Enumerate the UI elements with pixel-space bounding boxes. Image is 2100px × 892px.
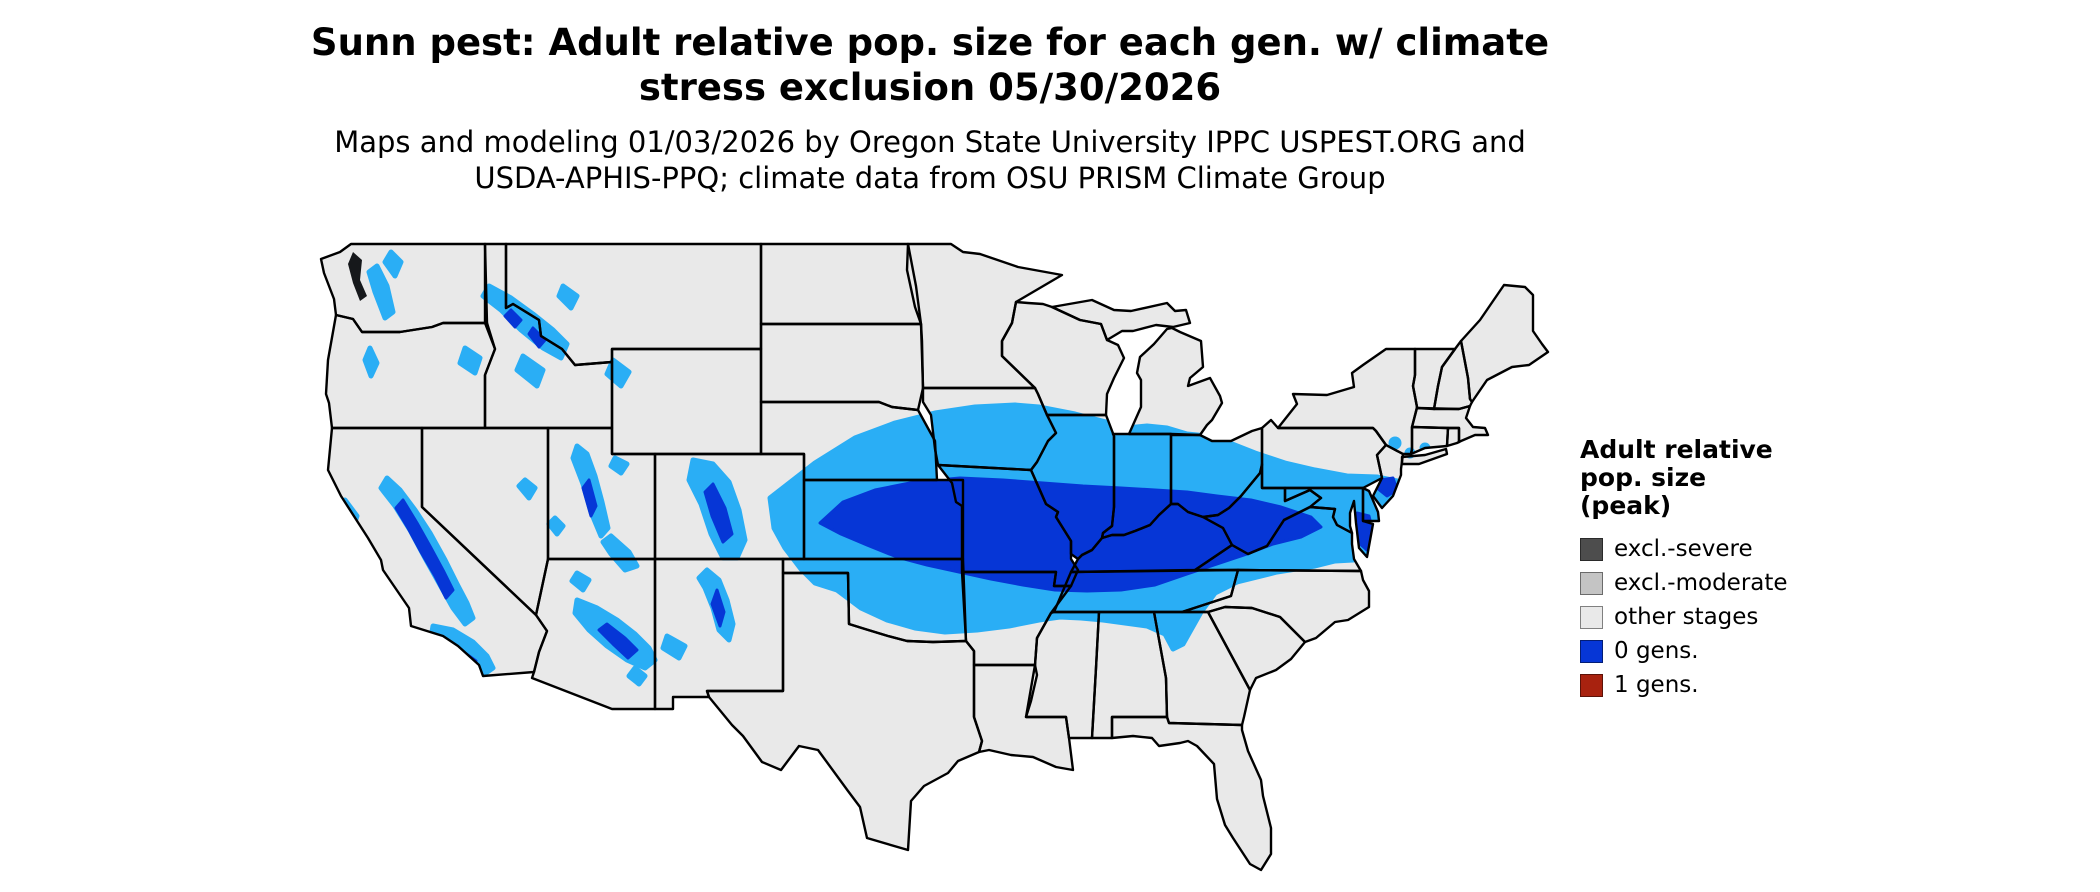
legend-title-line1: Adult relative <box>1580 435 1773 464</box>
pest-distribution-dark-layer <box>394 308 1399 671</box>
legend-label: excl.-severe <box>1614 536 1753 562</box>
legend-item: excl.-severe <box>1580 532 2000 566</box>
legend-label: 0 gens. <box>1614 638 1699 664</box>
map-title: Sunn pest: Adult relative pop. size for … <box>0 20 1860 110</box>
legend-swatch-0-gens <box>1580 639 1603 663</box>
legend-title: Adult relative pop. size (peak) <box>1580 436 2000 520</box>
legend-label: excl.-moderate <box>1614 570 1788 596</box>
us-map-svg <box>319 242 1550 872</box>
legend-label: other stages <box>1614 604 1759 630</box>
legend-item: excl.-moderate <box>1580 566 2000 600</box>
map-subtitle: Maps and modeling 01/03/2026 by Oregon S… <box>0 124 1860 196</box>
legend-swatch-excl-severe <box>1580 537 1603 561</box>
map-title-line1: Sunn pest: Adult relative pop. size for … <box>310 21 1550 64</box>
legend: Adult relative pop. size (peak) excl.-se… <box>1580 436 2000 702</box>
legend-swatch-1-gens <box>1580 673 1603 697</box>
map-title-line2: stress exclusion 05/30/2026 <box>638 66 1222 109</box>
legend-item: 1 gens. <box>1580 668 2000 702</box>
legend-title-line3: (peak) <box>1580 491 1672 520</box>
legend-title-line2: pop. size <box>1580 463 1707 492</box>
map-subtitle-line2: USDA-APHIS-PPQ; climate data from OSU PR… <box>474 161 1386 195</box>
us-distribution-map <box>315 228 1560 884</box>
legend-label: 1 gens. <box>1614 672 1699 698</box>
legend-swatch-other-stages <box>1580 605 1603 629</box>
map-subtitle-line1: Maps and modeling 01/03/2026 by Oregon S… <box>334 125 1526 159</box>
legend-swatch-excl-moderate <box>1580 571 1603 595</box>
legend-item: other stages <box>1580 600 2000 634</box>
legend-item: 0 gens. <box>1580 634 2000 668</box>
puget-sound-detail <box>348 252 367 301</box>
legend-items: excl.-severe excl.-moderate other stages… <box>1580 532 2000 702</box>
